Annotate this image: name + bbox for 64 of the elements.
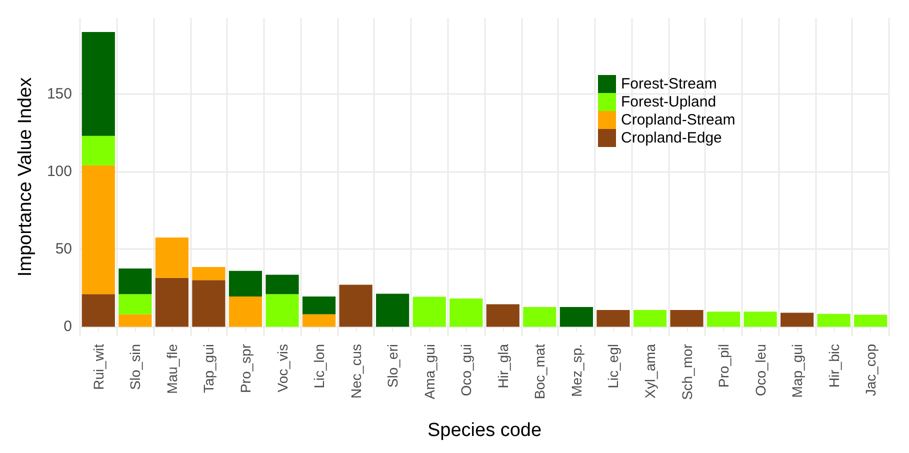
legend-label: Forest-Upland xyxy=(621,94,716,110)
x-tick-label: Slo_eri xyxy=(384,344,401,388)
x-tick-label: Pro_pil xyxy=(716,344,732,388)
bar xyxy=(339,284,372,327)
bar xyxy=(266,274,299,294)
bar xyxy=(706,312,740,327)
bar xyxy=(266,294,299,327)
bar xyxy=(302,314,336,327)
y-tick-label: 150 xyxy=(46,86,72,103)
bar xyxy=(155,278,188,327)
x-tick-label: Pro_spr xyxy=(237,344,254,394)
bar xyxy=(82,136,115,166)
bar xyxy=(118,268,152,294)
x-tick-label: Map_gui xyxy=(789,344,806,398)
legend-label: Cropland-Edge xyxy=(621,130,722,146)
x-tick-label: Oco_gui xyxy=(458,344,474,396)
x-tick-label: Ama_gui xyxy=(421,344,438,400)
bar xyxy=(155,238,188,278)
bar xyxy=(192,266,226,280)
x-tick-label: Lic_egl xyxy=(605,344,622,388)
x-tick-label: Boc_mat xyxy=(532,344,548,400)
bar xyxy=(596,310,630,327)
bar xyxy=(412,296,446,327)
bar xyxy=(560,306,593,327)
bar xyxy=(854,314,888,327)
x-tick-label: Tap_gui xyxy=(200,344,217,394)
bar xyxy=(450,298,483,327)
bar xyxy=(118,294,152,314)
bar xyxy=(302,296,336,314)
y-tick-label: 0 xyxy=(64,318,72,336)
bar xyxy=(633,310,667,327)
bar xyxy=(817,314,850,327)
bar xyxy=(118,314,152,327)
bar xyxy=(82,165,115,294)
x-tick-label: Jac_cop xyxy=(862,344,879,396)
x-axis-title: Species code xyxy=(427,420,542,441)
legend-label: Forest-Stream xyxy=(621,76,717,92)
x-tick-label: Nec_cus xyxy=(348,344,364,398)
bar xyxy=(82,294,115,327)
bar xyxy=(376,294,410,327)
bar xyxy=(670,310,704,327)
y-axis-title: Importance Value Index xyxy=(15,76,36,277)
x-tick-label: Mez_sp. xyxy=(568,344,584,397)
y-tick-label: 50 xyxy=(55,240,72,258)
x-tick-label: Hir_bic xyxy=(826,344,842,388)
x-tick-label: Slo_sin xyxy=(127,344,144,390)
y-tick-label: 100 xyxy=(46,163,72,180)
x-tick-label: Voc_vis xyxy=(274,344,290,392)
bar xyxy=(744,312,777,327)
x-tick-label: Lic_lon xyxy=(311,344,328,388)
bar xyxy=(192,280,226,327)
bar xyxy=(780,312,814,327)
bar xyxy=(523,306,556,327)
bar xyxy=(82,32,115,136)
x-tick-label: Hir_gla xyxy=(494,344,511,388)
bar xyxy=(228,296,262,327)
legend-label: Cropland-Stream xyxy=(621,112,736,128)
bar xyxy=(486,304,520,327)
x-tick-label: Xyl_ama xyxy=(642,344,658,398)
bar xyxy=(228,270,262,296)
x-tick-label: Mau_fle xyxy=(164,344,180,394)
x-tick-label: Sch_mor xyxy=(678,344,695,400)
x-tick-label: Rui_wit xyxy=(90,344,106,390)
x-tick-label: Oco_leu xyxy=(752,344,768,396)
